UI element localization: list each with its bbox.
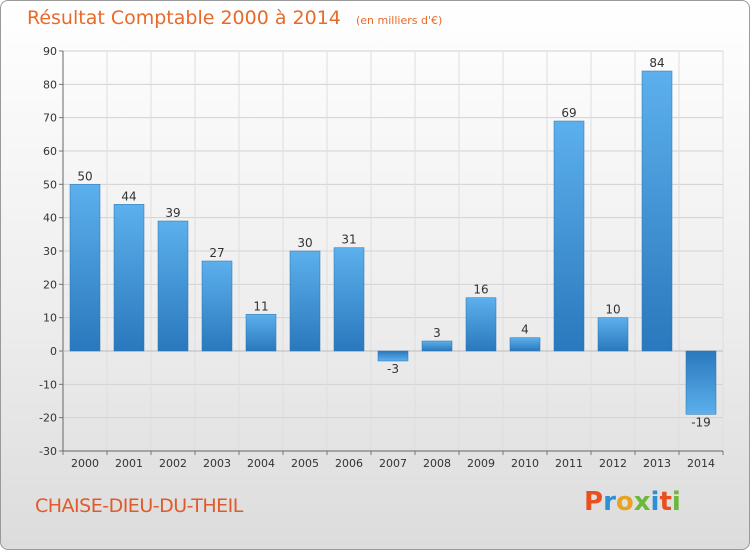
y-tick-label: 40: [43, 212, 57, 225]
x-tick-label-2008: 2008: [423, 457, 451, 470]
y-tick-label: -10: [39, 378, 57, 391]
x-tick-label-2005: 2005: [291, 457, 319, 470]
bar-2004: [245, 314, 277, 352]
bar-2007: [377, 350, 409, 362]
bar-2006: [333, 247, 365, 352]
x-tick-label-2001: 2001: [115, 457, 143, 470]
logo-letter: o: [615, 487, 634, 517]
x-tick-label-2012: 2012: [599, 457, 627, 470]
x-tick-label-2004: 2004: [247, 457, 275, 470]
logo-letter: t: [659, 487, 672, 517]
logo-letter: i: [671, 487, 681, 517]
logo-letter: i: [650, 487, 660, 517]
bar-2013: [641, 70, 673, 352]
chart-title: Résultat Comptable 2000 à 2014: [27, 7, 341, 29]
bar-2010: [509, 337, 541, 352]
y-tick-label: 20: [43, 278, 57, 291]
bar-2000: [69, 184, 101, 352]
value-label-2001: 44: [121, 189, 136, 203]
chart-subtitle: (en milliers d'€): [355, 14, 443, 27]
value-label-2003: 27: [209, 246, 224, 260]
value-label-2008: 3: [433, 326, 441, 340]
chart-title-block: Résultat Comptable 2000 à 2014 (en milli…: [27, 7, 442, 29]
logo-letter: P: [584, 487, 604, 517]
value-label-2002: 39: [165, 206, 180, 220]
bar-2001: [113, 204, 145, 352]
bar-2012: [597, 317, 629, 352]
value-label-2010: 4: [521, 323, 529, 337]
bar-2011: [553, 120, 585, 352]
x-tick-label-2003: 2003: [203, 457, 231, 470]
value-label-2014: -19: [691, 415, 711, 429]
bar-2002: [157, 220, 189, 352]
y-tick-label: 80: [43, 78, 57, 91]
bar-2009: [465, 297, 497, 352]
value-label-2007: -3: [387, 362, 399, 376]
bar-2008: [421, 340, 453, 352]
x-tick-label-2000: 2000: [71, 457, 99, 470]
logo-letter: r: [603, 487, 616, 517]
x-tick-label-2011: 2011: [555, 457, 583, 470]
x-tick-label-2009: 2009: [467, 457, 495, 470]
x-tick-label-2014: 2014: [687, 457, 715, 470]
value-label-2004: 11: [253, 299, 268, 313]
y-tick-label: 50: [43, 178, 57, 191]
y-tick-label: -30: [39, 445, 57, 458]
commune-name: CHAISE-DIEU-DU-THEIL: [35, 495, 243, 517]
y-tick-label: 10: [43, 312, 57, 325]
x-tick-label-2013: 2013: [643, 457, 671, 470]
value-label-2013: 84: [649, 56, 664, 70]
y-tick-label: -20: [39, 412, 57, 425]
value-label-2000: 50: [77, 169, 92, 183]
y-tick-label: 90: [43, 45, 57, 58]
x-tick-label-2010: 2010: [511, 457, 539, 470]
logo-letter: x: [633, 487, 651, 517]
y-tick-label: 30: [43, 245, 57, 258]
y-tick-label: 70: [43, 112, 57, 125]
value-label-2005: 30: [297, 236, 312, 250]
value-label-2009: 16: [473, 283, 488, 297]
x-tick-label-2002: 2002: [159, 457, 187, 470]
x-tick-label-2006: 2006: [335, 457, 363, 470]
bar-2003: [201, 260, 233, 352]
value-label-2006: 31: [341, 233, 356, 247]
bar-2005: [289, 250, 321, 352]
y-tick-label: 0: [50, 345, 57, 358]
value-label-2012: 10: [605, 303, 620, 317]
y-tick-label: 60: [43, 145, 57, 158]
value-label-2011: 69: [561, 106, 576, 120]
bar-2014: [685, 350, 717, 415]
x-tick-label-2007: 2007: [379, 457, 407, 470]
proxiti-logo: Proxiti: [584, 487, 681, 517]
